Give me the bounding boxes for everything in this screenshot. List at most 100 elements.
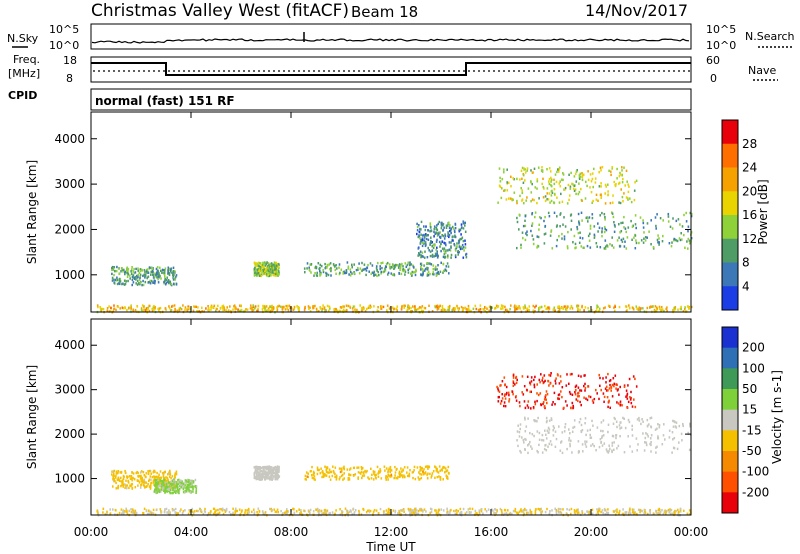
echo-cell xyxy=(593,225,596,228)
echo-cell xyxy=(393,267,395,270)
echo-cell xyxy=(388,307,391,310)
echo-cell xyxy=(218,511,221,514)
echo-cell xyxy=(527,187,530,190)
echo-cell xyxy=(596,392,598,395)
echo-cell xyxy=(152,281,155,284)
freq-label-1: Freq. xyxy=(13,53,40,66)
colorbar-tick-label: 28 xyxy=(742,137,757,151)
echo-cell xyxy=(599,438,602,441)
echo-cell xyxy=(558,201,561,204)
echo-cell xyxy=(555,180,558,184)
echo-cell xyxy=(417,512,420,516)
echo-cell xyxy=(327,273,330,277)
echo-cell xyxy=(542,401,545,404)
echo-cell xyxy=(613,223,616,227)
echo-cell xyxy=(526,167,529,170)
echo-cell xyxy=(338,467,341,470)
echo-cell xyxy=(599,384,601,387)
echo-cell xyxy=(643,511,645,515)
echo-cell xyxy=(275,270,278,273)
echo-cell xyxy=(424,267,427,271)
echo-cell xyxy=(522,438,525,442)
echo-cell xyxy=(388,511,390,515)
echo-cell xyxy=(569,442,571,446)
echo-cell xyxy=(462,507,465,511)
echo-cell xyxy=(272,306,275,309)
echo-cell xyxy=(554,507,556,510)
echo-cell xyxy=(401,470,403,473)
echo-cell xyxy=(150,273,152,276)
echo-cell xyxy=(420,509,422,512)
echo-cell xyxy=(319,472,322,475)
echo-cell xyxy=(338,478,341,481)
echo-cell xyxy=(525,438,527,441)
echo-cell xyxy=(252,304,254,307)
echo-cell xyxy=(419,237,421,240)
echo-cell xyxy=(429,262,431,265)
echo-cell xyxy=(320,264,323,268)
echo-cell xyxy=(174,307,176,311)
echo-cell xyxy=(187,478,189,482)
echo-cell xyxy=(608,387,611,390)
echo-cell xyxy=(267,266,270,269)
echo-cell xyxy=(501,397,504,400)
echo-cell xyxy=(684,246,686,249)
echo-cell xyxy=(533,385,536,389)
echo-cell xyxy=(316,309,318,312)
echo-cell xyxy=(583,396,585,399)
echo-cell xyxy=(171,271,173,274)
echo-cell xyxy=(194,478,197,482)
freq-tick-high: 18 xyxy=(63,54,77,67)
echo-cell xyxy=(625,169,628,172)
echo-cell xyxy=(448,306,451,310)
echo-cell xyxy=(151,475,154,479)
echo-cell xyxy=(158,276,160,279)
echo-cell xyxy=(568,198,570,202)
echo-cell xyxy=(636,449,638,452)
echo-cell xyxy=(622,221,624,224)
echo-cell xyxy=(390,475,393,478)
echo-cell xyxy=(274,272,277,276)
echo-cell xyxy=(342,270,345,274)
echo-cell xyxy=(619,173,622,176)
echo-cell xyxy=(607,389,609,392)
echo-cell xyxy=(293,305,296,309)
echo-cell xyxy=(450,229,452,232)
echo-cell xyxy=(430,263,433,266)
echo-cell xyxy=(596,245,598,248)
echo-cell xyxy=(499,402,502,405)
echo-cell xyxy=(399,268,401,271)
echo-cell xyxy=(580,403,582,407)
echo-cell xyxy=(283,306,285,309)
echo-cell xyxy=(594,181,597,184)
echo-cell xyxy=(257,466,259,469)
echo-cell xyxy=(496,385,498,389)
echo-cell xyxy=(192,510,194,514)
echo-cell xyxy=(147,472,150,475)
echo-cell xyxy=(134,271,137,274)
echo-cell xyxy=(557,170,560,173)
echo-cell xyxy=(156,276,158,279)
echo-cell xyxy=(519,423,522,426)
echo-cell xyxy=(372,470,375,473)
echo-cell xyxy=(551,247,554,250)
echo-cell xyxy=(313,478,316,481)
echo-cell xyxy=(275,268,277,271)
echo-cell xyxy=(515,307,517,311)
echo-cell xyxy=(149,486,152,489)
echo-cell xyxy=(403,304,405,307)
echo-cell xyxy=(421,237,424,240)
echo-cell xyxy=(607,511,610,515)
echo-cell xyxy=(318,267,320,271)
echo-cell xyxy=(429,230,431,233)
echo-cell xyxy=(173,304,176,307)
echo-cell xyxy=(623,245,626,248)
echo-cell xyxy=(298,310,300,313)
echo-cell xyxy=(595,307,598,310)
echo-cell xyxy=(356,466,358,469)
echo-cell xyxy=(487,508,490,511)
echo-cell xyxy=(667,215,670,218)
echo-cell xyxy=(462,308,464,311)
echo-cell xyxy=(113,273,115,277)
echo-cell xyxy=(368,305,371,308)
